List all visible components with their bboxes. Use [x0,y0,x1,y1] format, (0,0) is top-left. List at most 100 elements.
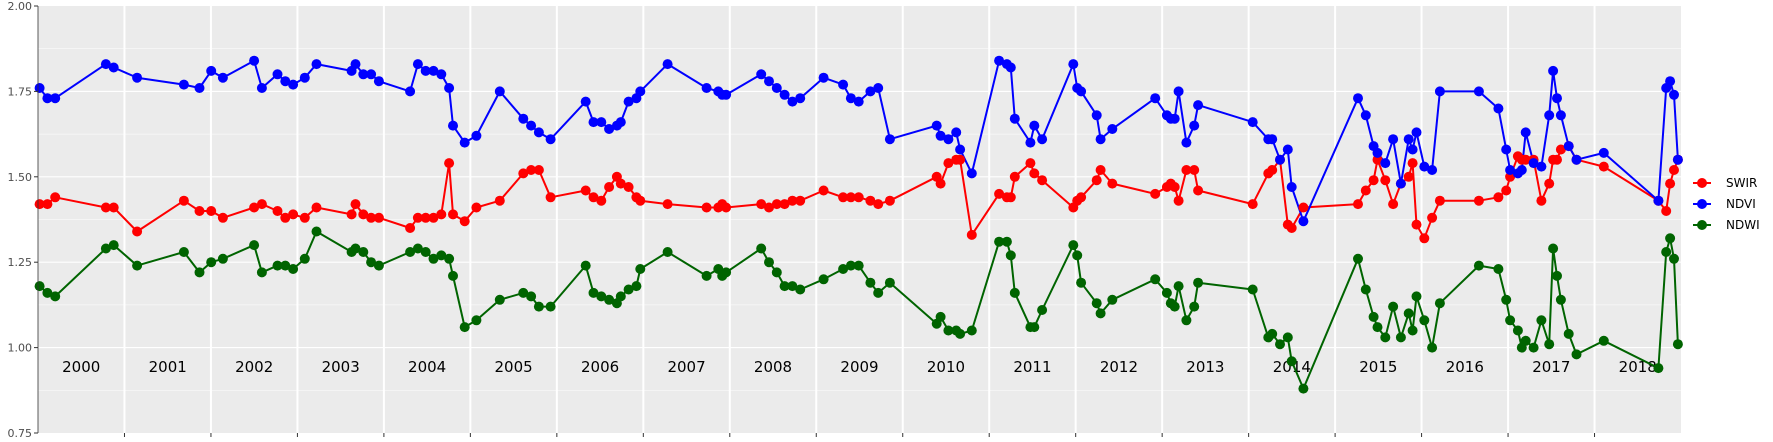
data-point-ndwi [943,325,954,336]
year-label: 2010 [927,358,965,376]
data-point-swir [1247,199,1258,210]
data-point-ndvi [1665,76,1676,87]
data-point-swir [459,216,470,227]
data-point-ndvi [865,86,876,97]
data-point-ndvi [1193,100,1204,111]
data-point-ndvi [34,83,45,93]
year-label: 2005 [495,358,533,376]
data-point-ndvi [288,79,299,90]
y-tick-label: 1.00 [8,342,33,355]
data-point-swir [764,202,774,213]
year-label: 2015 [1359,358,1397,376]
data-point-ndvi [1107,124,1118,134]
data-point-ndvi [955,144,966,155]
data-point-ndvi [1516,165,1527,175]
data-point-ndwi [1161,287,1172,298]
data-point-swir [1173,195,1184,206]
data-point-ndwi [545,301,556,312]
data-point-ndwi [358,247,369,257]
data-point-swir [615,178,626,189]
data-point-ndvi [1571,154,1582,165]
data-point-ndwi [1037,305,1048,315]
year-label: 2009 [840,358,878,376]
data-point-swir [311,202,322,213]
data-point-ndwi [1403,308,1414,319]
year-labels: 2000 2001 2002 2003 2004 2005 2006 2007 2008 2009… [62,358,1657,376]
data-point-swir [42,199,53,210]
year-label: 2011 [1013,358,1051,376]
data-point-swir [1029,168,1040,179]
data-point-swir [50,192,61,203]
data-point-ndwi [1068,240,1079,251]
data-point-swir [1189,165,1200,175]
data-point-ndvi [1068,59,1079,70]
data-point-ndvi [1669,89,1679,100]
data-point-ndwi [631,281,642,292]
data-point-swir [795,195,806,206]
data-point-ndvi [1037,134,1048,145]
data-point-ndwi [1493,264,1504,274]
data-point-ndvi [779,89,790,100]
data-point-swir [1598,161,1609,172]
data-point-ndwi [280,260,291,271]
data-point-swir [346,209,357,220]
year-label: 2001 [149,358,187,376]
legend-key-ndwi [1697,220,1707,230]
data-point-swir [249,202,260,213]
data-point-ndwi [1395,332,1406,343]
data-point-ndwi [50,291,61,302]
data-point-ndwi [1091,298,1102,309]
data-point-swir [845,192,856,203]
year-label: 2014 [1273,358,1311,376]
data-point-ndwi [1505,315,1516,326]
data-point-swir [1298,202,1309,213]
data-point-ndvi [1150,93,1161,104]
data-point-ndwi [428,253,439,264]
data-point-ndwi [1661,247,1672,257]
data-point-ndvi [1672,154,1683,165]
data-point-ndvi [787,96,798,107]
year-label: 2016 [1446,358,1484,376]
series-layer [34,55,1683,394]
data-point-ndwi [596,291,607,302]
data-point-ndvi [459,137,470,148]
data-point-ndwi [436,250,447,261]
data-point-ndwi [1407,325,1418,336]
data-point-ndwi [1372,322,1383,333]
data-point-swir [966,229,977,240]
data-point-ndwi [1286,356,1297,367]
data-point-ndvi [1360,110,1371,121]
data-point-ndwi [1005,250,1016,261]
legend-label-ndwi: NDWI [1726,218,1760,232]
data-point-ndvi [1473,86,1484,97]
data-point-ndvi [108,62,119,73]
data-point-ndwi [1009,287,1020,298]
data-point-swir [1419,233,1430,244]
data-point-ndwi [1536,315,1547,326]
data-point-ndvi [1173,86,1184,97]
data-point-ndwi [412,243,423,254]
data-point-ndwi [701,270,712,281]
data-point-ndvi [1267,134,1278,145]
data-point-swir [604,182,615,192]
data-point-ndvi [795,93,806,104]
data-point-ndvi [420,65,431,76]
data-point-swir [533,165,544,175]
data-point-ndwi [873,287,884,298]
data-point-ndvi [436,69,447,80]
data-point-ndwi [108,240,119,251]
data-point-swir [1555,144,1566,155]
data-point-ndvi [42,93,53,104]
data-point-ndwi [1528,342,1539,353]
data-point-ndvi [756,69,767,80]
data-point-ndvi [873,83,884,93]
data-point-ndvi [299,72,310,83]
data-point-ndwi [779,281,790,292]
data-point-ndvi [951,127,962,138]
y-tick-label: 1.50 [8,171,33,184]
data-point-ndwi [853,260,864,271]
data-point-ndwi [1181,315,1192,326]
data-point-ndvi [662,59,673,70]
data-point-ndwi [1473,260,1484,271]
